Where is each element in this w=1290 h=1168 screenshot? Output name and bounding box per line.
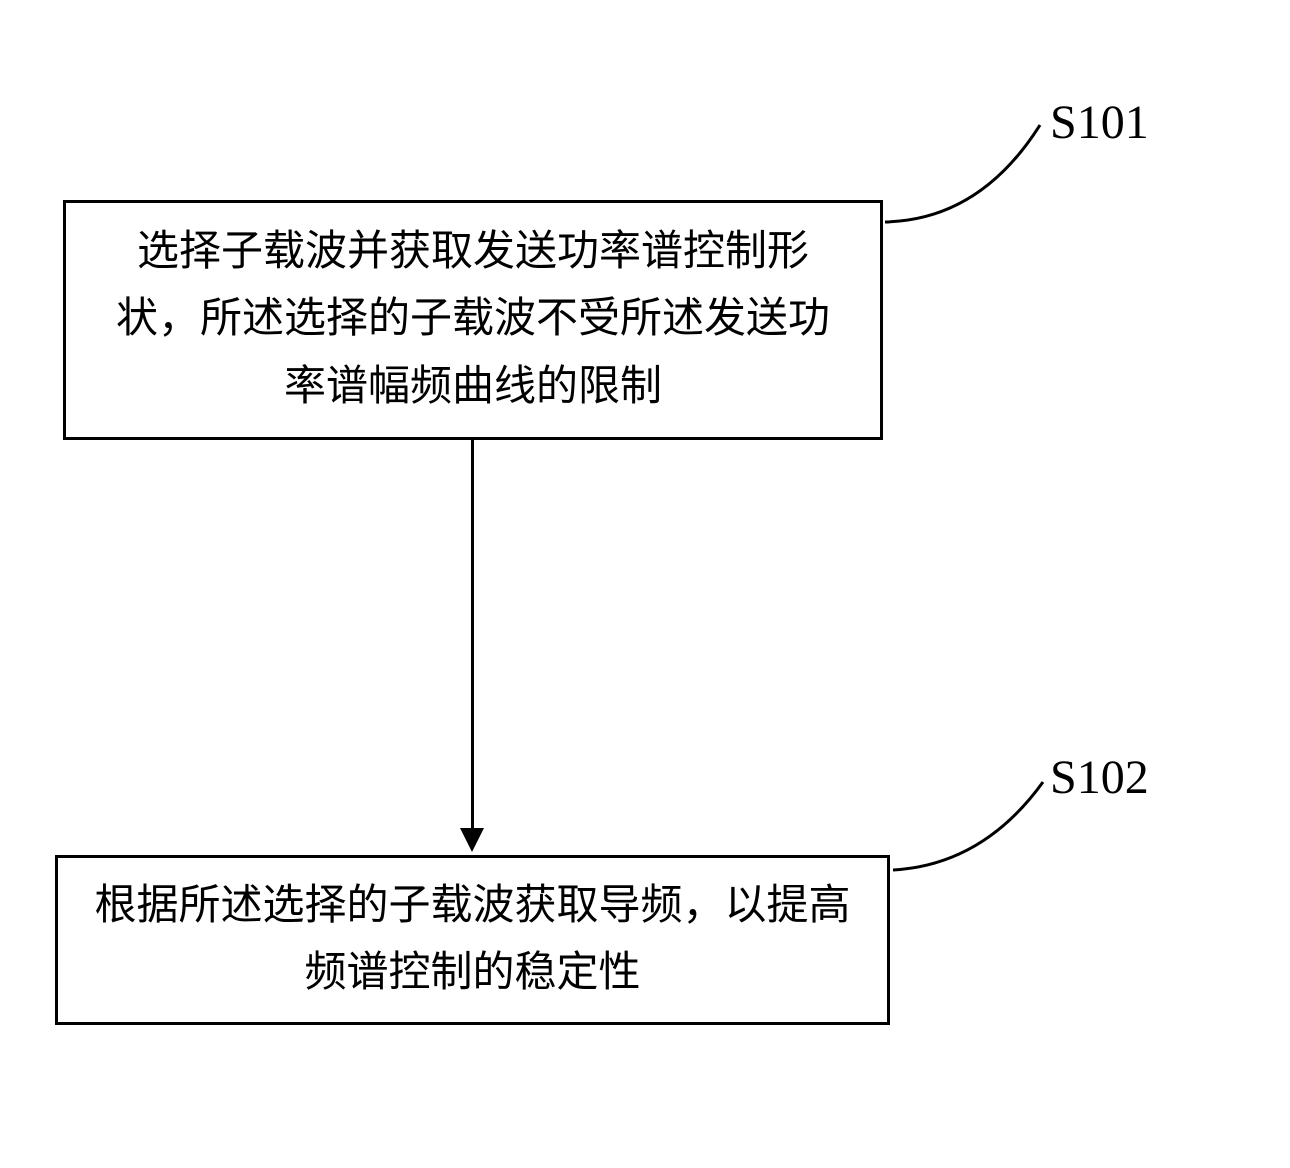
label-1-connector — [880, 110, 1055, 240]
step-2-text: 根据所述选择的子载波获取导频，以提高频谱控制的稳定性 — [88, 873, 857, 1007]
flowchart-container: 选择子载波并获取发送功率谱控制形状，所述选择的子载波不受所述发送功率谱幅频曲线的… — [0, 0, 1290, 1168]
step-1-label: S101 — [1050, 95, 1149, 150]
flowchart-step-1: 选择子载波并获取发送功率谱控制形状，所述选择的子载波不受所述发送功率谱幅频曲线的… — [63, 200, 883, 440]
flowchart-arrow-1 — [471, 440, 474, 830]
step-2-label: S102 — [1050, 750, 1149, 805]
flowchart-arrowhead-1 — [460, 828, 484, 852]
step-1-text: 选择子载波并获取发送功率谱控制形状，所述选择的子载波不受所述发送功率谱幅频曲线的… — [96, 219, 850, 421]
flowchart-step-2: 根据所述选择的子载波获取导频，以提高频谱控制的稳定性 — [55, 855, 890, 1025]
label-2-connector — [888, 770, 1058, 885]
